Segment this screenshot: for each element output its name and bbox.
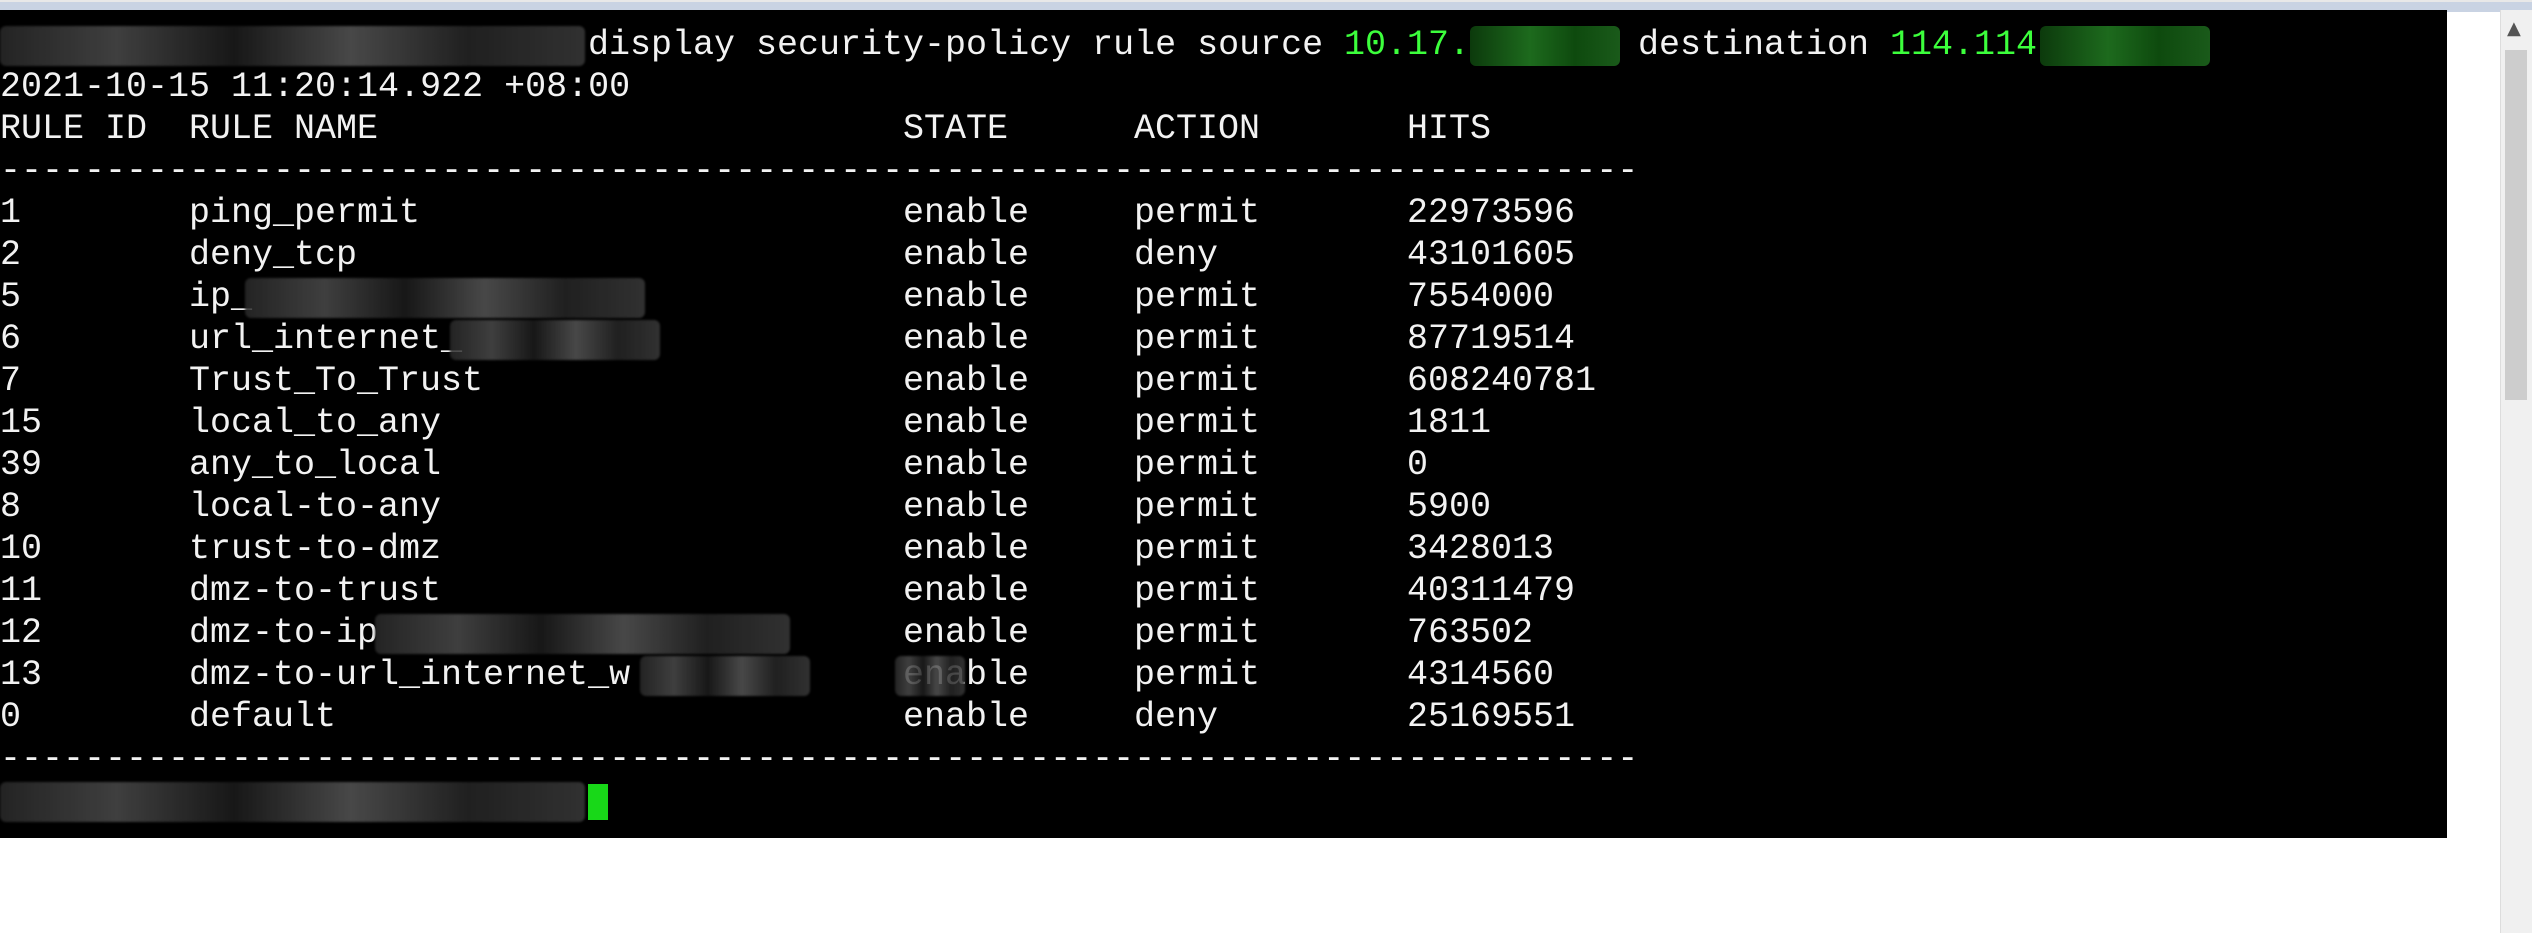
table-header: RULE ID RULE NAME STATE ACTION HITS (0, 108, 1491, 150)
rule-action: permit (1134, 655, 1261, 695)
rule-id: 11 (0, 571, 43, 611)
rule-name: trust-to-dmz (189, 529, 442, 569)
rule-state: enable (903, 319, 1030, 359)
rule-name: local-to-any (189, 487, 442, 527)
rule-action: deny (1134, 235, 1219, 275)
rule-action: permit (1134, 403, 1261, 443)
rule-name: default (189, 697, 337, 737)
redacted-text (450, 320, 660, 360)
rule-name: ip_ (189, 277, 253, 317)
rule-name: any_to_local (189, 445, 442, 485)
rule-hits: 4314560 (1407, 655, 1555, 695)
rule-hits: 7554000 (1407, 277, 1555, 317)
rule-action: permit (1134, 529, 1261, 569)
destination-label: destination (1617, 25, 1891, 65)
rule-hits: 25169551 (1407, 697, 1576, 737)
rule-state: enable (903, 445, 1030, 485)
header-rule-id: RULE ID (0, 109, 148, 149)
rule-hits: 1811 (1407, 403, 1492, 443)
rule-state: enable (903, 235, 1030, 275)
terminal-cursor (588, 784, 608, 820)
rule-id: 10 (0, 529, 43, 569)
rule-hits: 0 (1407, 445, 1429, 485)
rule-name: deny_tcp (189, 235, 358, 275)
rule-state: enable (903, 193, 1030, 233)
scroll-up-arrow-icon[interactable]: ▲ (2507, 18, 2521, 39)
header-action: ACTION (1134, 109, 1261, 149)
rule-id: 6 (0, 319, 22, 359)
rule-state: enable (903, 277, 1030, 317)
rule-name: url_internet_ (189, 319, 463, 359)
rule-state: enable (903, 571, 1030, 611)
rule-hits: 87719514 (1407, 319, 1576, 359)
rule-action: permit (1134, 361, 1261, 401)
redacted-prompt (0, 782, 585, 822)
header-state: STATE (903, 109, 1009, 149)
redacted-text (895, 656, 965, 696)
rule-id: 0 (0, 697, 22, 737)
prompt-line[interactable] (0, 780, 608, 822)
rule-state: enable (903, 613, 1030, 653)
header-hits: HITS (1407, 109, 1492, 149)
rule-id: 2 (0, 235, 22, 275)
rule-name: dmz-to-ip (189, 613, 379, 653)
source-ip: 10.17. (1344, 25, 1471, 65)
redacted-source-ip (1470, 26, 1620, 66)
rule-hits: 40311479 (1407, 571, 1576, 611)
header-rule-name: RULE NAME (189, 109, 379, 149)
separator-top: ----------------------------------------… (0, 151, 1639, 191)
rule-state: enable (903, 697, 1030, 737)
rule-state: enable (903, 529, 1030, 569)
rule-action: permit (1134, 571, 1261, 611)
redacted-text (245, 278, 645, 318)
command-text: display security-policy rule source (588, 25, 1345, 65)
rule-name: dmz-to-trust (189, 571, 442, 611)
rule-state: enable (903, 403, 1030, 443)
redacted-prompt (0, 26, 585, 66)
rule-action: deny (1134, 697, 1219, 737)
rule-hits: 43101605 (1407, 235, 1576, 275)
rule-id: 39 (0, 445, 43, 485)
scrollbar-thumb[interactable] (2505, 50, 2527, 400)
rule-action: permit (1134, 319, 1261, 359)
destination-ip: 114.114 (1890, 25, 2038, 65)
redacted-text (375, 614, 790, 654)
rule-action: permit (1134, 487, 1261, 527)
rule-hits: 3428013 (1407, 529, 1555, 569)
rule-hits: 763502 (1407, 613, 1534, 653)
vertical-scrollbar[interactable]: ▲ (2500, 10, 2532, 933)
rule-id: 13 (0, 655, 43, 695)
rule-action: permit (1134, 193, 1261, 233)
redacted-destination-ip (2040, 26, 2210, 66)
window-top-bar (0, 0, 2532, 12)
rule-action: permit (1134, 445, 1261, 485)
rule-action: permit (1134, 277, 1261, 317)
terminal-window[interactable]: display security-policy rule source 10.1… (0, 10, 2447, 838)
rule-id: 1 (0, 193, 22, 233)
rule-action: permit (1134, 613, 1261, 653)
rule-hits: 608240781 (1407, 361, 1597, 401)
separator-bottom: ----------------------------------------… (0, 739, 1639, 779)
rule-hits: 22973596 (1407, 193, 1576, 233)
rule-id: 7 (0, 361, 22, 401)
timestamp: 2021-10-15 11:20:14.922 +08:00 (0, 67, 631, 107)
rule-id: 12 (0, 613, 43, 653)
rule-hits: 5900 (1407, 487, 1492, 527)
rule-state: enable (903, 361, 1030, 401)
rule-name: dmz-to-url_internet_w (189, 655, 631, 695)
rule-name: ping_permit (189, 193, 421, 233)
rule-state: enable (903, 487, 1030, 527)
rule-name: local_to_any (189, 403, 442, 443)
rule-id: 8 (0, 487, 22, 527)
rule-name: Trust_To_Trust (189, 361, 484, 401)
rule-id: 5 (0, 277, 22, 317)
rule-id: 15 (0, 403, 43, 443)
redacted-text (640, 656, 810, 696)
command-line: display security-policy rule source 10.1… (0, 24, 2210, 66)
